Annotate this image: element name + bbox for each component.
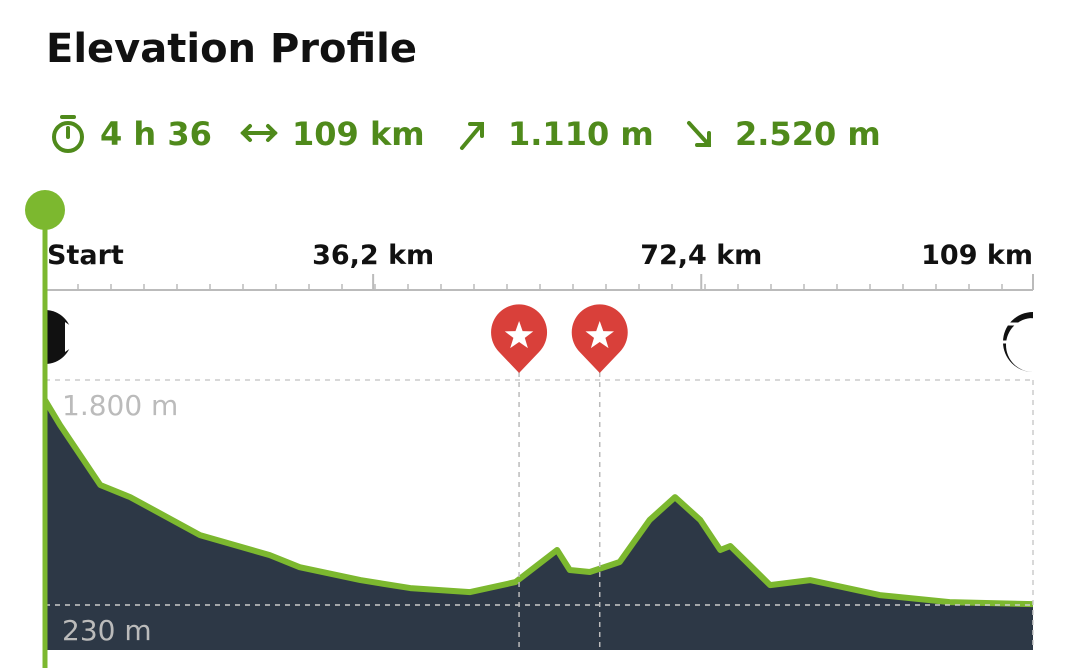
x-tick-label: Start: [47, 240, 124, 271]
x-tick-label: 72,4 km: [640, 240, 762, 271]
y-tick-label: 1.800 m: [62, 389, 178, 422]
stat-distance: 109 km: [292, 115, 425, 153]
stat-ascent: 1.110 m: [508, 115, 654, 153]
x-tick-label: 109 km: [921, 240, 1033, 271]
position-dot: [25, 190, 65, 230]
stat-icons: [52, 115, 711, 153]
waypoint-star: [504, 321, 534, 349]
waypoint-star: [585, 321, 614, 349]
stat-duration: 4 h 36: [100, 115, 212, 153]
elevation-line: [42, 398, 1034, 608]
title: Elevation Profile: [46, 26, 417, 72]
y-tick-label: 230 m: [62, 614, 152, 647]
x-tick-label: 36,2 km: [312, 240, 434, 271]
elevation-area: [45, 400, 1033, 650]
stat-descent: 2.520 m: [735, 115, 881, 153]
start-play: [65, 322, 87, 352]
finish-icon: [1002, 312, 1033, 372]
